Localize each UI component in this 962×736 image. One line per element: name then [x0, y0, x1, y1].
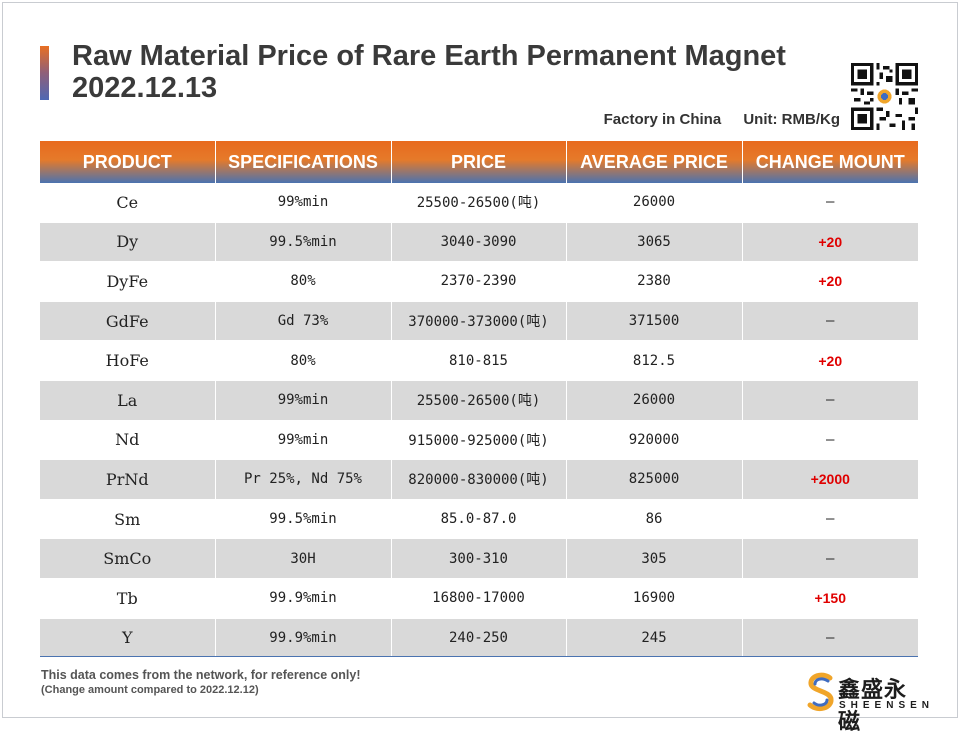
change-cell: +20 — [742, 261, 918, 302]
price-cell: 240-250 — [391, 618, 567, 659]
table-body: Ce 99%min 25500-26500(吨) 26000– Dy 99.5%min 30… — [40, 183, 918, 659]
header-price: PRICE — [391, 141, 567, 183]
specification-cell: Gd 73% — [215, 301, 392, 342]
price-cell: 16800-17000 — [391, 578, 567, 619]
table-row: Tb 99.9%min 16800-17000 16900 +150 — [40, 578, 918, 619]
price-table: PRODUCT SPECIFICATIONS PRICE AVERAGE PRI… — [40, 141, 918, 659]
change-cell: – — [742, 538, 918, 579]
origin-label: Factory in China — [603, 111, 722, 128]
table-row: SmCo 30H 300-310 305– — [40, 538, 918, 579]
change-cell: – — [742, 301, 918, 342]
title-line-2: 2022.12.13 — [72, 72, 218, 104]
header-specifications: SPECIFICATIONS — [215, 141, 392, 183]
product-cell: PrNd — [40, 459, 216, 500]
title-accent-bar — [40, 46, 49, 100]
product-cell: SmCo — [40, 538, 216, 579]
table-row: Dy 99.5%min 3040-3090 3065 +20 — [40, 222, 918, 263]
average-price-cell: 3065 — [566, 222, 743, 263]
table-header-row: PRODUCT SPECIFICATIONS PRICE AVERAGE PRI… — [40, 141, 918, 183]
page-title: Raw Material Price of Rare Earth Permane… — [72, 40, 832, 104]
specification-cell: 99.5%min — [215, 222, 392, 263]
qr-code-icon — [851, 63, 918, 130]
product-cell: Ce — [40, 183, 216, 223]
price-cell: 820000-830000(吨) — [391, 459, 567, 500]
average-price-cell: 2380 — [566, 261, 743, 302]
product-cell: Y — [40, 618, 216, 659]
change-cell: +150 — [742, 578, 918, 619]
average-price-cell: 920000 — [566, 420, 743, 461]
unit-label: Unit: RMB/Kg — [743, 111, 840, 128]
table-row: PrNd Pr 25%, Nd 75% 820000-830000(吨) 825000… — [40, 459, 918, 500]
price-cell: 85.0-87.0 — [391, 499, 567, 540]
title-line-1: Raw Material Price of Rare Earth Permane… — [72, 40, 786, 72]
average-price-cell: 371500 — [566, 301, 743, 342]
table-meta: Factory in China Unit: RMB/Kg — [500, 111, 840, 128]
change-cell: – — [742, 380, 918, 421]
change-cell: +20 — [742, 340, 918, 381]
average-price-cell: 86 — [566, 499, 743, 540]
header-average-price: AVERAGE PRICE — [566, 141, 743, 183]
footnote: This data comes from the network, for re… — [41, 668, 361, 696]
page-frame — [2, 2, 958, 718]
average-price-cell: 812.5 — [566, 340, 743, 381]
product-cell: HoFe — [40, 340, 216, 381]
sheensen-s-logo-icon — [807, 672, 834, 712]
specification-cell: Pr 25%, Nd 75% — [215, 459, 392, 500]
table-row: DyFe 80% 2370-2390 2380 +20 — [40, 261, 918, 302]
price-cell: 370000-373000(吨) — [391, 301, 567, 342]
change-cell: – — [742, 183, 918, 223]
product-cell: Tb — [40, 578, 216, 619]
price-cell: 25500-26500(吨) — [391, 380, 567, 421]
price-cell: 3040-3090 — [391, 222, 567, 263]
table-row: GdFe Gd 73% 370000-373000(吨) 371500– — [40, 301, 918, 342]
table-row: Nd 99%min 915000-925000(吨) 920000– — [40, 420, 918, 461]
specification-cell: 99.9%min — [215, 578, 392, 619]
change-cell: +20 — [742, 222, 918, 263]
product-cell: GdFe — [40, 301, 216, 342]
average-price-cell: 825000 — [566, 459, 743, 500]
average-price-cell: 16900 — [566, 578, 743, 619]
specification-cell: 99%min — [215, 380, 392, 421]
table-row: La 99%min 25500-26500(吨) 26000– — [40, 380, 918, 421]
average-price-cell: 245 — [566, 618, 743, 659]
price-cell: 300-310 — [391, 538, 567, 579]
change-cell: +2000 — [742, 459, 918, 500]
specification-cell: 99%min — [215, 183, 392, 223]
product-cell: Nd — [40, 420, 216, 461]
footnote-disclaimer: This data comes from the network, for re… — [41, 668, 361, 682]
specification-cell: 99.9%min — [215, 618, 392, 659]
table-row: Ce 99%min 25500-26500(吨) 26000– — [40, 183, 918, 223]
product-cell: La — [40, 380, 216, 421]
header-change-mount: CHANGE MOUNT — [742, 141, 918, 183]
table-row: HoFe 80% 810-815 812.5 +20 — [40, 340, 918, 381]
price-cell: 810-815 — [391, 340, 567, 381]
change-cell: – — [742, 618, 918, 659]
footnote-comparison: (Change amount compared to 2022.12.12) — [41, 684, 259, 696]
average-price-cell: 305 — [566, 538, 743, 579]
price-cell: 915000-925000(吨) — [391, 420, 567, 461]
logo-english-name: SHEENSEN — [839, 700, 935, 711]
price-cell: 25500-26500(吨) — [391, 183, 567, 223]
average-price-cell: 26000 — [566, 380, 743, 421]
product-cell: Sm — [40, 499, 216, 540]
specification-cell: 30H — [215, 538, 392, 579]
price-cell: 2370-2390 — [391, 261, 567, 302]
header-product: PRODUCT — [40, 141, 216, 183]
product-cell: DyFe — [40, 261, 216, 302]
company-logo: 鑫盛永磁 SHEENSEN — [806, 670, 929, 735]
product-cell: Dy — [40, 222, 216, 263]
specification-cell: 80% — [215, 340, 392, 381]
average-price-cell: 26000 — [566, 183, 743, 223]
table-bottom-rule — [40, 656, 918, 657]
table-row: Sm 99.5%min 85.0-87.0 86– — [40, 499, 918, 540]
change-cell: – — [742, 420, 918, 461]
table-row: Y 99.9%min 240-250 245– — [40, 618, 918, 659]
specification-cell: 99.5%min — [215, 499, 392, 540]
specification-cell: 80% — [215, 261, 392, 302]
specification-cell: 99%min — [215, 420, 392, 461]
change-cell: – — [742, 499, 918, 540]
